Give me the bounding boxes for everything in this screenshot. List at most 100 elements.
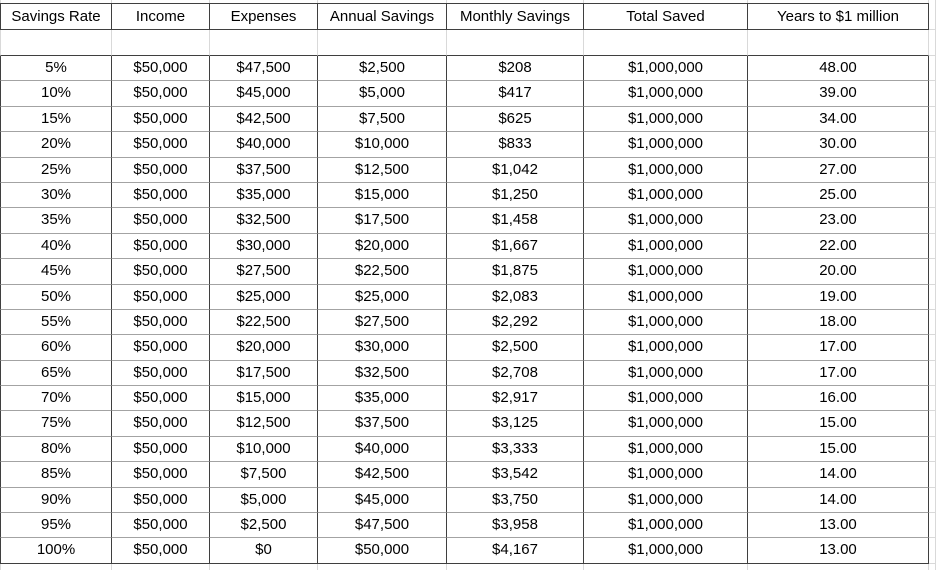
table-cell[interactable]: $1,000,000 (584, 538, 748, 564)
table-cell[interactable]: $1,000,000 (584, 182, 748, 209)
blank-cell[interactable] (0, 30, 112, 56)
table-cell[interactable]: $1,000,000 (584, 335, 748, 361)
table-cell[interactable]: 20% (0, 132, 112, 158)
table-cell[interactable]: 20.00 (748, 259, 929, 285)
table-cell[interactable]: 65% (0, 360, 112, 387)
table-cell[interactable]: 18.00 (748, 309, 929, 336)
table-cell[interactable]: $30,000 (210, 233, 318, 260)
table-cell[interactable]: $7,500 (210, 462, 318, 488)
header-cell-income[interactable]: Income (112, 3, 210, 30)
table-cell[interactable]: $50,000 (112, 56, 210, 82)
table-cell[interactable]: $833 (447, 132, 584, 158)
table-cell[interactable]: 30% (0, 182, 112, 209)
table-cell[interactable]: $17,500 (210, 360, 318, 387)
table-cell[interactable]: $27,500 (318, 309, 447, 336)
table-cell[interactable]: $25,000 (210, 284, 318, 310)
table-cell[interactable]: 85% (0, 462, 112, 488)
table-cell[interactable]: $1,000,000 (584, 132, 748, 158)
table-cell[interactable]: $1,000,000 (584, 157, 748, 183)
table-cell[interactable]: 16.00 (748, 386, 929, 412)
table-cell[interactable]: 15.00 (748, 411, 929, 437)
table-cell[interactable]: $37,500 (318, 411, 447, 437)
table-cell[interactable]: $27,500 (210, 259, 318, 285)
table-cell[interactable]: $50,000 (318, 538, 447, 564)
table-cell[interactable]: $2,708 (447, 360, 584, 387)
table-cell[interactable]: 48.00 (748, 56, 929, 82)
table-cell[interactable]: $50,000 (112, 513, 210, 539)
table-cell[interactable]: 39.00 (748, 81, 929, 107)
table-cell[interactable]: $1,042 (447, 157, 584, 183)
table-cell[interactable]: 35% (0, 208, 112, 234)
header-cell-years-to-1-million[interactable]: Years to $1 million (748, 3, 929, 30)
table-cell[interactable]: 25.00 (748, 182, 929, 209)
table-cell[interactable]: 55% (0, 309, 112, 336)
table-cell[interactable]: $22,500 (210, 309, 318, 336)
table-cell[interactable]: 34.00 (748, 106, 929, 133)
table-cell[interactable]: $208 (447, 56, 584, 82)
table-cell[interactable]: $32,500 (210, 208, 318, 234)
table-cell[interactable]: 19.00 (748, 284, 929, 310)
table-cell[interactable]: 10% (0, 81, 112, 107)
table-cell[interactable]: $5,000 (210, 487, 318, 514)
table-cell[interactable]: 14.00 (748, 487, 929, 514)
header-cell-expenses[interactable]: Expenses (210, 3, 318, 30)
table-cell[interactable]: $1,000,000 (584, 259, 748, 285)
blank-cell[interactable] (584, 30, 748, 56)
table-cell[interactable]: $1,458 (447, 208, 584, 234)
blank-cell[interactable] (112, 30, 210, 56)
table-cell[interactable]: $5,000 (318, 81, 447, 107)
table-cell[interactable]: 90% (0, 487, 112, 514)
table-cell[interactable]: $1,875 (447, 259, 584, 285)
table-cell[interactable]: $4,167 (447, 538, 584, 564)
table-cell[interactable]: 17.00 (748, 335, 929, 361)
table-cell[interactable]: $47,500 (210, 56, 318, 82)
table-cell[interactable]: $3,125 (447, 411, 584, 437)
table-cell[interactable]: $3,333 (447, 436, 584, 463)
table-cell[interactable]: $1,000,000 (584, 208, 748, 234)
table-cell[interactable]: $50,000 (112, 360, 210, 387)
table-cell[interactable]: 100% (0, 538, 112, 564)
table-cell[interactable]: $1,000,000 (584, 436, 748, 463)
table-cell[interactable]: $50,000 (112, 284, 210, 310)
table-cell[interactable]: $1,000,000 (584, 360, 748, 387)
table-cell[interactable]: $50,000 (112, 157, 210, 183)
table-cell[interactable]: $1,000,000 (584, 513, 748, 539)
header-cell-total-saved[interactable]: Total Saved (584, 3, 748, 30)
table-cell[interactable]: $50,000 (112, 233, 210, 260)
table-cell[interactable]: $20,000 (210, 335, 318, 361)
table-cell[interactable]: $2,292 (447, 309, 584, 336)
table-cell[interactable]: 40% (0, 233, 112, 260)
table-cell[interactable]: $12,500 (210, 411, 318, 437)
table-cell[interactable]: $50,000 (112, 132, 210, 158)
table-cell[interactable]: 25% (0, 157, 112, 183)
table-cell[interactable]: $1,000,000 (584, 233, 748, 260)
blank-cell[interactable] (318, 30, 447, 56)
table-cell[interactable]: $50,000 (112, 462, 210, 488)
table-cell[interactable]: $1,000,000 (584, 106, 748, 133)
table-cell[interactable]: $50,000 (112, 436, 210, 463)
table-cell[interactable]: $1,000,000 (584, 309, 748, 336)
table-cell[interactable]: $15,000 (318, 182, 447, 209)
table-cell[interactable]: $2,500 (318, 56, 447, 82)
table-cell[interactable]: 15% (0, 106, 112, 133)
table-cell[interactable]: $1,667 (447, 233, 584, 260)
table-cell[interactable]: $50,000 (112, 309, 210, 336)
table-cell[interactable]: $0 (210, 538, 318, 564)
table-cell[interactable]: $50,000 (112, 487, 210, 514)
table-cell[interactable]: $1,000,000 (584, 284, 748, 310)
table-cell[interactable]: $30,000 (318, 335, 447, 361)
table-cell[interactable]: $50,000 (112, 182, 210, 209)
table-cell[interactable]: 70% (0, 386, 112, 412)
table-cell[interactable]: $2,500 (447, 335, 584, 361)
table-cell[interactable]: 17.00 (748, 360, 929, 387)
table-cell[interactable]: $25,000 (318, 284, 447, 310)
table-cell[interactable]: $22,500 (318, 259, 447, 285)
table-cell[interactable]: 5% (0, 56, 112, 82)
table-cell[interactable]: $37,500 (210, 157, 318, 183)
table-cell[interactable]: 13.00 (748, 513, 929, 539)
table-cell[interactable]: $15,000 (210, 386, 318, 412)
table-cell[interactable]: $47,500 (318, 513, 447, 539)
blank-cell[interactable] (210, 30, 318, 56)
table-cell[interactable]: 13.00 (748, 538, 929, 564)
table-cell[interactable]: $40,000 (318, 436, 447, 463)
